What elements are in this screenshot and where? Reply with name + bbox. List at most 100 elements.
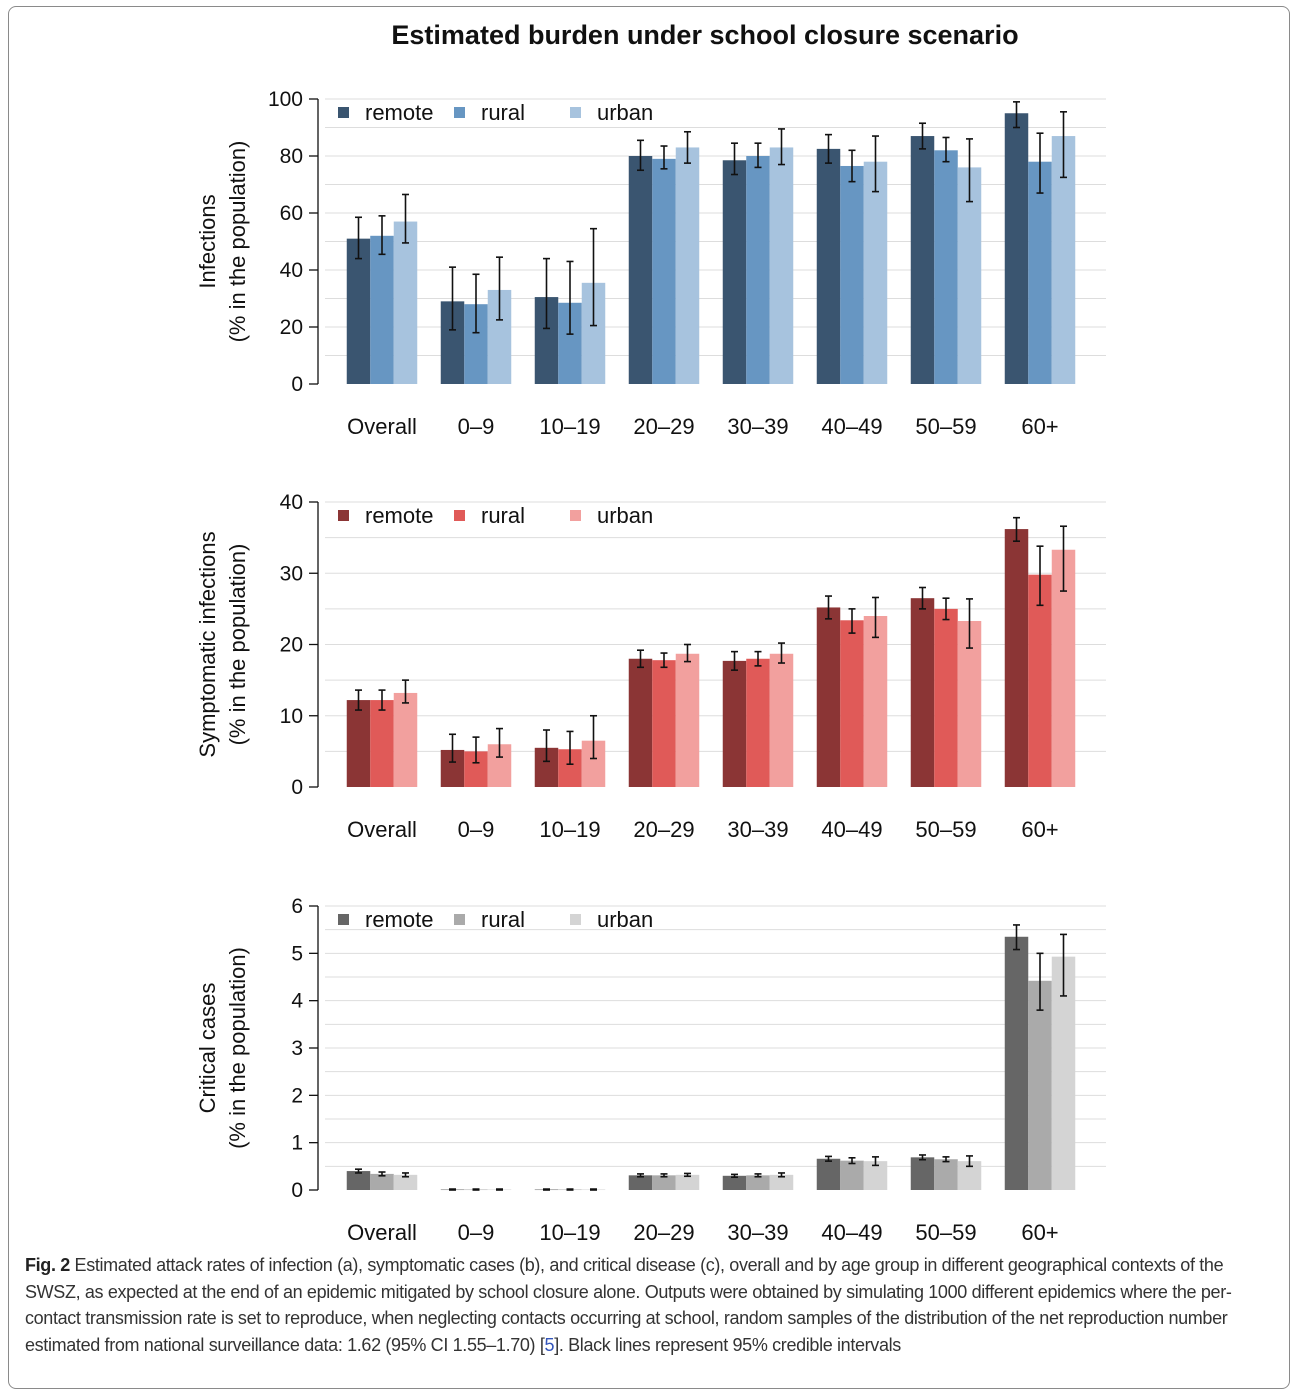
y-tick-label: 0: [291, 373, 303, 396]
legend-swatch-rural: [454, 510, 465, 521]
bar-remote: [1004, 936, 1029, 1190]
bar-remote: [1004, 529, 1029, 787]
bar-urban: [487, 744, 512, 787]
bar-rural: [1028, 161, 1052, 384]
figure-canvas: Estimated burden under school closure sc…: [195, 20, 1106, 1245]
legend-swatch-remote: [338, 107, 349, 118]
bar-rural: [840, 165, 864, 384]
x-category-label: 60+: [1021, 817, 1058, 842]
legend-swatch-rural: [454, 107, 465, 118]
bar-rural: [464, 304, 488, 384]
y-tick-label: 4: [291, 990, 303, 1013]
bar-remote: [910, 598, 935, 787]
bar-urban: [487, 289, 512, 384]
bar-rural: [558, 302, 582, 384]
bar-urban: [863, 616, 888, 787]
x-category-label: 40–49: [821, 817, 882, 842]
bar-rural: [934, 150, 958, 384]
y-tick-label: 3: [291, 1037, 303, 1060]
caption-text-after-ref: ]. Black lines represent 95% credible in…: [554, 1334, 901, 1355]
panel-b-symptomatic-chart: 0 10 20 30 40 Symptomatic infections (% in the…: [195, 491, 1106, 842]
bar-remote: [534, 747, 559, 787]
bar-urban: [393, 692, 418, 787]
legend-label-remote: remote: [365, 503, 433, 528]
legend-swatch-urban: [570, 914, 581, 925]
legend-swatch-remote: [338, 914, 349, 925]
bar-rural: [840, 620, 864, 787]
x-category-label: 50–59: [915, 1220, 976, 1245]
x-category-label: 10–19: [539, 414, 600, 439]
y-tick-label: 20: [280, 634, 303, 657]
bar-remote: [1004, 113, 1029, 384]
bar-remote: [722, 1175, 747, 1190]
y-tick-label: 5: [291, 942, 303, 965]
y-axis-label: Critical cases: [195, 983, 220, 1114]
x-category-label: 50–59: [915, 414, 976, 439]
bar-urban: [1051, 549, 1076, 787]
y-axis-label: Symptomatic infections: [195, 531, 220, 757]
legend-swatch-remote: [338, 510, 349, 521]
y-tick-label: 80: [280, 145, 303, 168]
bar-urban: [393, 221, 418, 384]
x-category-label: 60+: [1021, 1220, 1058, 1245]
x-category-label: 50–59: [915, 817, 976, 842]
bar-rural: [746, 1175, 770, 1190]
legend-swatch-rural: [454, 914, 465, 925]
bar-remote: [346, 1171, 371, 1190]
bar-rural: [464, 751, 488, 787]
x-category-label: 60+: [1021, 414, 1058, 439]
bar-remote: [816, 607, 841, 787]
bar-rural: [652, 1175, 676, 1190]
bar-rural: [370, 235, 394, 384]
x-category-label: 10–19: [539, 1220, 600, 1245]
x-category-label: 20–29: [633, 817, 694, 842]
bar-remote: [534, 297, 559, 384]
caption-text-before-ref: Estimated attack rates of infection (a),…: [25, 1255, 1232, 1355]
caption-reference-link[interactable]: 5: [544, 1334, 555, 1355]
legend-swatch-urban: [570, 510, 581, 521]
figure-title: Estimated burden under school closure sc…: [391, 20, 1018, 50]
bar-remote: [816, 1158, 841, 1190]
bar-rural: [746, 658, 770, 787]
legend-label-urban: urban: [597, 907, 653, 932]
panel-c-critical-chart: 0 1 2 3 4 5 6 Critical cases (% in the populatio…: [195, 895, 1106, 1245]
bar-remote: [628, 658, 653, 787]
bar-urban: [581, 282, 606, 384]
y-axis-label-units: (% in the population): [225, 141, 250, 343]
bar-urban: [957, 167, 982, 384]
legend-label-remote: remote: [365, 907, 433, 932]
x-category-label: 10–19: [539, 817, 600, 842]
bar-urban: [769, 1174, 794, 1190]
y-tick-label: 100: [268, 88, 303, 111]
bar-rural: [934, 1159, 958, 1190]
bar-rural: [652, 158, 676, 384]
bar-urban: [675, 147, 700, 384]
legend-label-rural: rural: [481, 907, 525, 932]
x-category-label: 0–9: [458, 414, 495, 439]
y-tick-label: 20: [280, 316, 303, 339]
bar-rural: [934, 608, 958, 787]
y-tick-label: 30: [280, 562, 303, 585]
y-tick-label: 60: [280, 202, 303, 225]
x-category-label: 20–29: [633, 414, 694, 439]
y-tick-label: 0: [291, 1179, 303, 1202]
x-category-label: 0–9: [458, 817, 495, 842]
bar-urban: [393, 1174, 418, 1190]
bar-rural: [558, 749, 582, 787]
bar-urban: [1051, 956, 1076, 1190]
legend-label-rural: rural: [481, 503, 525, 528]
x-category-label: 0–9: [458, 1220, 495, 1245]
bar-remote: [628, 156, 653, 384]
bar-remote: [440, 749, 465, 787]
bar-remote: [816, 148, 841, 384]
x-category-label: 30–39: [727, 1220, 788, 1245]
y-tick-label: 40: [280, 259, 303, 282]
x-category-label: Overall: [347, 817, 417, 842]
legend-label-rural: rural: [481, 100, 525, 125]
bar-remote: [346, 238, 371, 384]
x-category-label: 40–49: [821, 414, 882, 439]
bar-remote: [628, 1175, 653, 1190]
bar-remote: [440, 301, 465, 384]
bar-rural: [746, 156, 770, 384]
figure-caption: Fig. 2 Estimated attack rates of infecti…: [25, 1252, 1275, 1358]
